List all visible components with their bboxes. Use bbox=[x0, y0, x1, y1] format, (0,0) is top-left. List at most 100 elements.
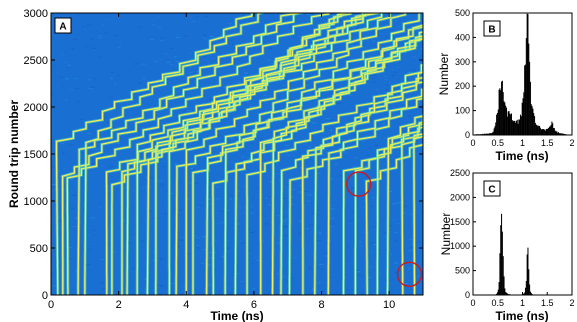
noise-speck bbox=[249, 232, 255, 233]
noise-speck bbox=[284, 211, 286, 213]
noise-speck bbox=[235, 166, 240, 168]
noise-speck bbox=[117, 243, 120, 245]
noise-speck bbox=[309, 131, 312, 132]
noise-speck bbox=[372, 197, 375, 199]
noise-speck bbox=[218, 290, 222, 292]
noise-speck bbox=[330, 129, 333, 131]
noise-speck bbox=[80, 151, 86, 153]
trace-line bbox=[55, 13, 253, 295]
noise-speck bbox=[207, 171, 211, 172]
trace-line bbox=[314, 71, 423, 295]
noise-speck bbox=[98, 147, 100, 149]
noise-speck bbox=[392, 203, 398, 205]
noise-speck bbox=[99, 207, 101, 208]
noise-speck bbox=[357, 271, 361, 273]
noise-speck bbox=[285, 145, 289, 146]
noise-speck bbox=[137, 26, 142, 28]
noise-speck bbox=[283, 220, 287, 222]
noise-speck bbox=[172, 62, 175, 64]
noise-speck bbox=[219, 210, 225, 212]
noise-speck bbox=[363, 90, 366, 92]
noise-speck bbox=[347, 246, 349, 248]
noise-speck bbox=[102, 24, 105, 26]
noise-speck bbox=[384, 235, 387, 237]
noise-speck bbox=[305, 192, 308, 194]
histogram-bar bbox=[498, 282, 500, 295]
noise-speck bbox=[58, 170, 61, 172]
noise-speck bbox=[127, 286, 131, 287]
noise-speck bbox=[201, 236, 206, 238]
histogram-bar bbox=[490, 133, 492, 135]
noise-speck bbox=[159, 40, 164, 42]
noise-speck bbox=[299, 22, 304, 24]
histogram-bar bbox=[529, 61, 531, 135]
noise-speck bbox=[143, 218, 146, 220]
noise-speck bbox=[412, 69, 416, 71]
panel-c-tag-box bbox=[483, 180, 501, 197]
noise-speck bbox=[149, 177, 154, 179]
noise-speck bbox=[52, 166, 54, 168]
noise-speck bbox=[106, 192, 111, 194]
noise-speck bbox=[340, 20, 344, 21]
noise-speck bbox=[330, 208, 335, 210]
noise-speck bbox=[268, 47, 273, 49]
noise-speck bbox=[209, 43, 215, 45]
noise-speck bbox=[245, 100, 250, 102]
noise-speck bbox=[92, 229, 97, 231]
histogram-bar bbox=[561, 133, 563, 135]
noise-speck bbox=[363, 206, 365, 208]
noise-speck bbox=[70, 88, 74, 90]
noise-speck bbox=[284, 235, 288, 237]
histogram-bar bbox=[487, 133, 489, 135]
noise-speck bbox=[368, 147, 373, 149]
noise-speck bbox=[75, 34, 80, 36]
noise-speck bbox=[151, 24, 155, 26]
noise-speck bbox=[348, 220, 354, 222]
noise-speck bbox=[361, 209, 364, 211]
noise-speck bbox=[136, 113, 138, 115]
histogram-bar bbox=[524, 65, 526, 135]
noise-speck bbox=[131, 89, 135, 91]
noise-speck bbox=[197, 68, 199, 70]
noise-speck bbox=[275, 113, 279, 115]
noise-speck bbox=[391, 25, 396, 27]
y-tick-label: 500 bbox=[455, 8, 470, 18]
histogram-bar bbox=[484, 133, 486, 135]
noise-speck bbox=[252, 197, 254, 199]
noise-speck bbox=[339, 175, 344, 177]
noise-speck bbox=[102, 288, 106, 290]
noise-speck bbox=[403, 205, 408, 207]
noise-speck bbox=[229, 293, 233, 295]
noise-speck bbox=[197, 247, 200, 249]
panel-b-x-label: Time (ns) bbox=[495, 149, 548, 163]
noise-speck bbox=[204, 15, 208, 17]
noise-speck bbox=[121, 124, 123, 126]
noise-speck bbox=[75, 87, 79, 89]
noise-speck bbox=[118, 179, 121, 181]
x-tick-label: 6 bbox=[251, 299, 257, 311]
noise-speck bbox=[322, 291, 325, 292]
noise-speck bbox=[308, 266, 311, 268]
histogram-bar bbox=[503, 276, 505, 295]
histogram-bar bbox=[558, 133, 560, 135]
noise-speck bbox=[244, 212, 248, 214]
noise-speck bbox=[390, 84, 393, 86]
noise-speck bbox=[222, 176, 226, 178]
noise-speck bbox=[107, 18, 111, 20]
histogram-bar bbox=[557, 132, 559, 135]
noise-speck bbox=[307, 240, 310, 242]
noise-speck bbox=[138, 199, 140, 200]
noise-speck bbox=[354, 157, 358, 159]
noise-speck bbox=[294, 99, 296, 101]
noise-speck bbox=[62, 36, 64, 38]
noise-speck bbox=[229, 76, 232, 78]
histogram-bar bbox=[527, 247, 529, 295]
noise-speck bbox=[233, 82, 236, 84]
noise-speck bbox=[270, 100, 275, 102]
y-tick-label: 0 bbox=[42, 290, 48, 302]
noise-speck bbox=[350, 45, 355, 46]
noise-speck bbox=[319, 233, 322, 234]
noise-speck bbox=[379, 32, 384, 34]
noise-speck bbox=[325, 253, 328, 254]
histogram-bar bbox=[501, 81, 503, 135]
